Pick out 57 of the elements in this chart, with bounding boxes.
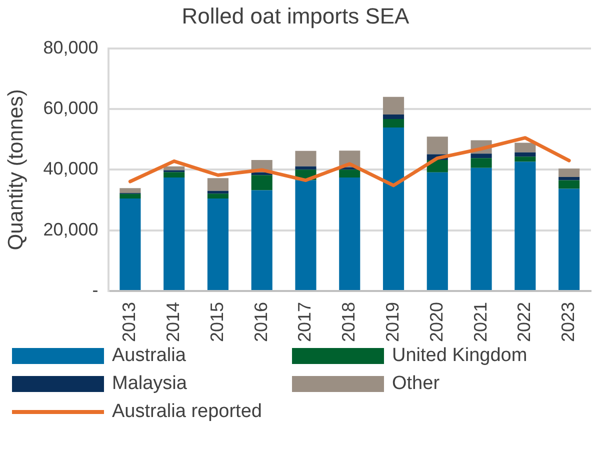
bar	[295, 166, 316, 170]
bar	[514, 152, 536, 157]
bar	[558, 176, 580, 180]
x-tick-label: 2016	[250, 302, 271, 342]
x-tick-label: 2018	[338, 302, 359, 342]
bar	[251, 190, 272, 290]
y-axis-title: Quantity (tonnes)	[4, 89, 28, 250]
y-tick-label: 60,000	[43, 98, 98, 118]
bar	[558, 168, 580, 177]
legend-label: Australia reported	[112, 401, 262, 423]
bar	[470, 158, 492, 168]
bar	[207, 194, 228, 198]
bar	[426, 172, 448, 290]
x-tick-label: 2015	[206, 302, 227, 342]
legend-label: United Kingdom	[392, 345, 528, 367]
bar	[426, 136, 448, 154]
bar	[558, 180, 580, 189]
bar	[382, 96, 404, 114]
bar	[120, 188, 141, 194]
bar	[207, 178, 228, 191]
bar	[514, 142, 536, 152]
bar	[120, 194, 141, 198]
x-tick-label: 2013	[119, 302, 140, 342]
y-tick-label: 20,000	[43, 219, 98, 240]
bar	[514, 156, 536, 162]
bar	[120, 198, 141, 290]
bar	[295, 150, 316, 166]
chart-title: Rolled oat imports SEA	[182, 3, 410, 28]
bar	[558, 188, 580, 290]
bar	[514, 162, 536, 290]
bar	[470, 154, 492, 158]
legend-label: Australia	[112, 345, 186, 367]
bar	[164, 178, 185, 290]
bar	[295, 180, 316, 290]
legend-label: Other	[392, 373, 440, 395]
y-tick-label: 40,000	[43, 158, 98, 179]
x-tick-label: 2022	[514, 302, 534, 342]
x-tick-label: 2023	[558, 302, 578, 342]
bar	[339, 170, 360, 178]
bar	[339, 178, 360, 290]
bar	[382, 119, 404, 128]
x-tick-label: 2014	[163, 302, 184, 342]
bar	[207, 190, 228, 194]
bar	[251, 175, 272, 190]
y-tick-label: 80,000	[43, 37, 98, 58]
bar	[470, 168, 492, 290]
bar	[164, 172, 185, 178]
bar	[382, 128, 404, 290]
bar	[207, 198, 228, 290]
x-tick-label: 2019	[382, 302, 402, 342]
y-tick-label: -	[92, 280, 98, 300]
x-tick-label: 2021	[470, 302, 490, 342]
x-tick-label: 2017	[294, 302, 315, 342]
x-tick-label: 2020	[426, 302, 446, 342]
bar	[382, 114, 404, 120]
bar	[164, 166, 185, 170]
legend-label: Malaysia	[112, 373, 187, 395]
